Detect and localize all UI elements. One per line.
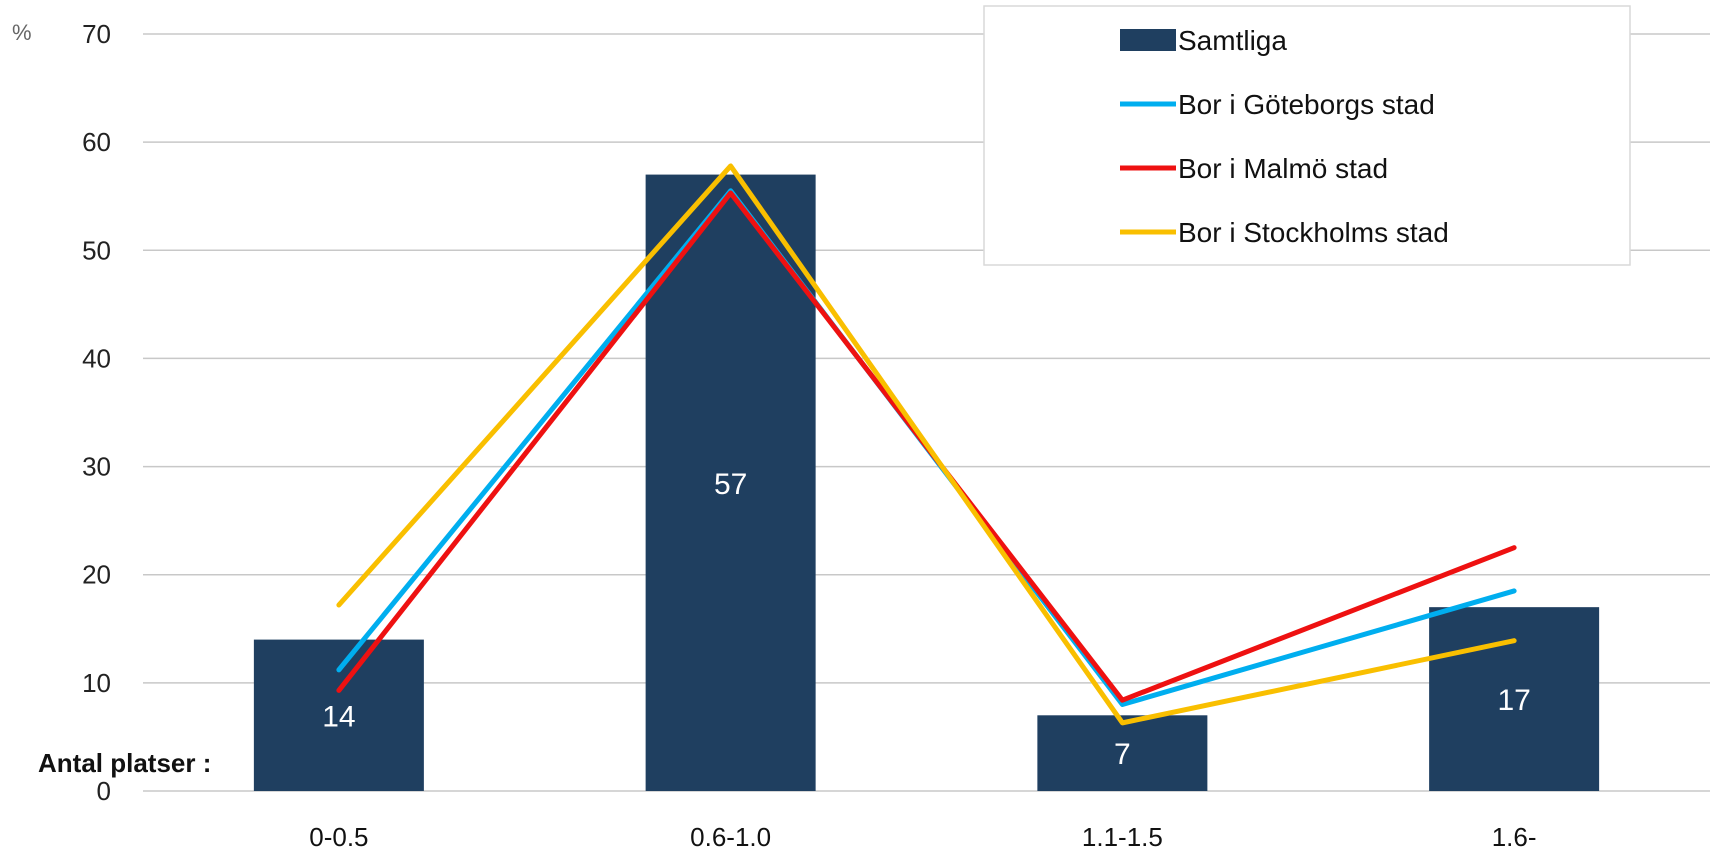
unit-label: % (12, 20, 32, 45)
legend-items: Samtliga Bor i Göteborgs stad Bor i Malmö … (1120, 25, 1449, 248)
y-tick-label: 0 (97, 776, 111, 806)
y-tick-label: 10 (82, 668, 111, 698)
y-tick-label: 70 (82, 19, 111, 49)
y-tick-label: 60 (82, 127, 111, 157)
series-line-2 (336, 163, 1517, 726)
x-tick-label: 1.1-1.5 (1082, 822, 1163, 851)
data-labels: 14 57 7 17 (322, 468, 1531, 771)
bar-data-label: 17 (1497, 684, 1530, 717)
bar-0.6-1.0 (645, 174, 816, 792)
y-tick-label: 40 (82, 343, 111, 373)
legend-entry-label: Bor i Göteborgs stad (1178, 89, 1435, 120)
x-axis-label: Antal platser : (38, 748, 211, 778)
x-axis-ticks: 0-0.5 0.6-1.0 1.1-1.5 1.6- (309, 822, 1536, 851)
legend-swatch-bar (1120, 29, 1176, 51)
bar-1.1-1.5 (1037, 715, 1208, 791)
y-axis-ticks: 0 10 20 30 40 50 60 70 (82, 19, 111, 806)
legend-entry-label: Bor i Stockholms stad (1178, 217, 1449, 248)
y-tick-label: 20 (82, 560, 111, 590)
bar-0-0.5 (253, 639, 424, 791)
bar-data-label: 7 (1114, 738, 1131, 771)
bar-1.6- (1429, 607, 1600, 791)
y-tick-label: 30 (82, 452, 111, 482)
x-tick-label: 0.6-1.0 (690, 822, 771, 851)
legend-entry-label: Samtliga (1178, 25, 1287, 56)
series-lines (336, 163, 1517, 726)
x-tick-label: 1.6- (1492, 822, 1537, 851)
bar-data-label: 57 (714, 468, 747, 501)
legend: Samtliga Bor i Göteborgs stad Bor i Malmö … (983, 5, 1631, 266)
legend-entry-label: Bor i Malmö stad (1178, 153, 1388, 184)
bar-data-label: 14 (322, 700, 355, 733)
y-tick-label: 50 (82, 235, 111, 265)
bars (253, 174, 1600, 792)
x-tick-label: 0-0.5 (309, 822, 368, 851)
legend-box (983, 5, 1631, 266)
